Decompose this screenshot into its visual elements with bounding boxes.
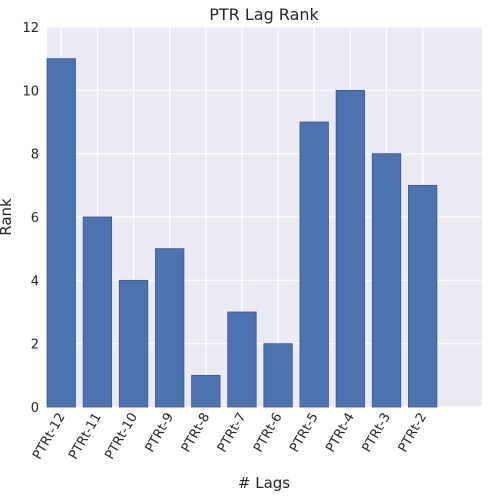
x-tick-label: PTRt-6 (251, 411, 285, 456)
bar-ptrt-4 (335, 89, 366, 408)
bar-ptrt-5 (299, 121, 329, 408)
bar-ptrt-8 (191, 374, 221, 408)
bar-ptrt-6 (263, 343, 293, 408)
x-tick-label: PTRt-8 (179, 411, 213, 456)
bar-ptrt-11 (82, 216, 113, 408)
bar-ptrt-10 (118, 279, 149, 408)
x-tick-label: PTRt-10 (102, 411, 141, 463)
bar-ptrt-2 (407, 184, 438, 408)
y-tick-label: 4 (31, 274, 39, 289)
y-tick-label: 10 (22, 84, 39, 99)
x-tick-label: PTRt-2 (396, 411, 430, 456)
x-tick-label: PTRt-7 (215, 411, 249, 456)
x-tick-label: PTRt-12 (30, 411, 69, 463)
y-axis-label: Rank (0, 198, 15, 236)
x-tick-label: PTRt-5 (287, 411, 321, 456)
x-axis-label: # Lags (238, 474, 290, 492)
y-tick-label: 0 (31, 401, 39, 416)
x-tick-label: PTRt-9 (143, 411, 177, 456)
x-tick-label: PTRt-3 (360, 411, 394, 456)
bar-ptrt-7 (227, 311, 257, 408)
bars (46, 58, 438, 408)
bar-ptrt-9 (155, 248, 185, 408)
bar-ptrt-12 (46, 58, 76, 408)
bar-ptrt-3 (371, 153, 402, 408)
y-tick-label: 2 (31, 338, 39, 353)
y-tick-label: 6 (31, 211, 39, 226)
x-tick-label: PTRt-4 (323, 411, 357, 456)
y-tick-label: 8 (31, 148, 39, 163)
x-tick-label: PTRt-11 (66, 411, 105, 463)
chart-title: PTR Lag Rank (209, 5, 319, 24)
y-tick-label: 12 (22, 21, 39, 36)
y-tick-labels: 0 2 4 6 8 10 12 (22, 21, 39, 416)
